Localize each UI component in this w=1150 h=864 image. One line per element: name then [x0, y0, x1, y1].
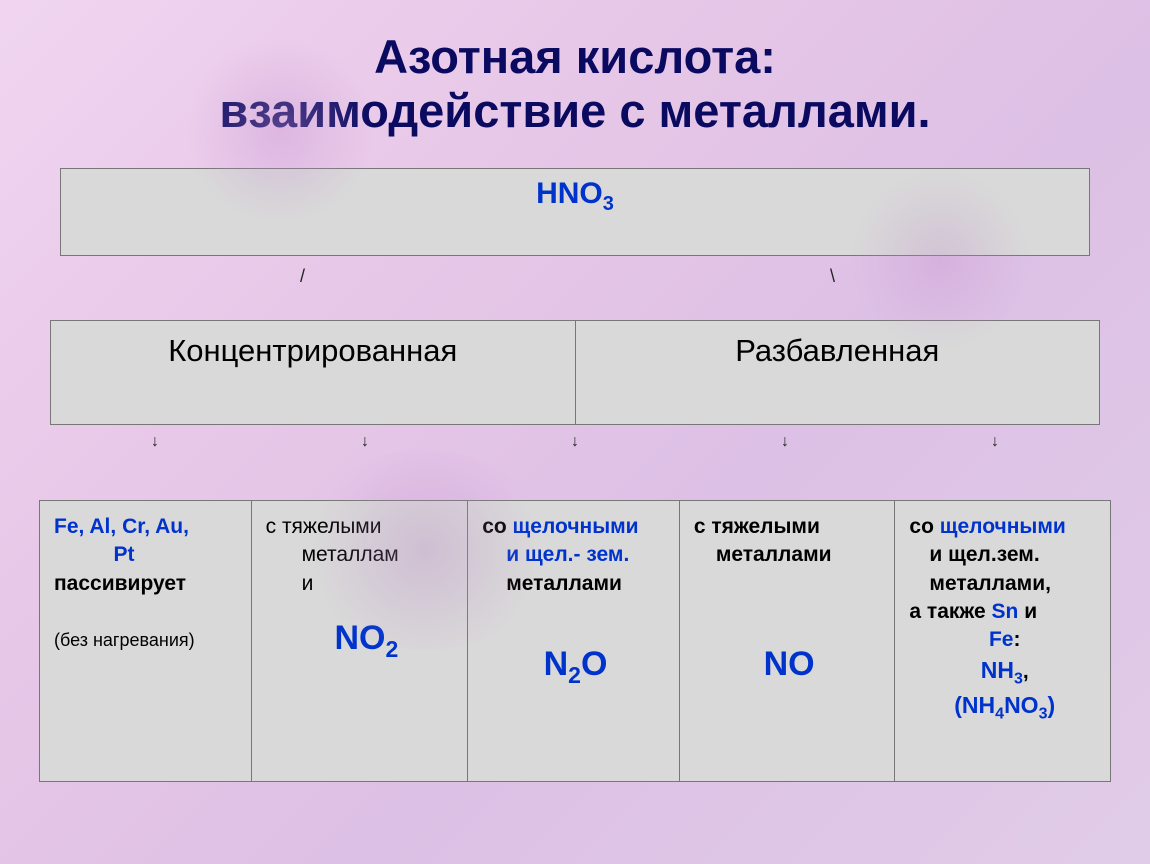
c5-fe-row: Fe: [909, 626, 1100, 654]
formula-text: HNO [536, 177, 603, 210]
bg-decoration [850, 170, 1030, 350]
c5-l4c: и [1018, 600, 1037, 623]
c4-product: NO [694, 642, 885, 688]
passivate-metals-1: Fe, Al, Cr, Au, [54, 515, 189, 538]
p-sub: 2 [568, 662, 581, 688]
arrow-down-icon: ↓ [680, 433, 890, 455]
passivate-metals-2: Pt [54, 541, 194, 569]
concentrated-cell: Концентрированная [51, 321, 576, 424]
bg-decoration [300, 450, 550, 650]
c5-l1b: щелочными [940, 515, 1066, 538]
bg-decoration [180, 40, 380, 220]
arrow-down-icon: ↓ [890, 433, 1100, 455]
passivate-action: пассивирует [54, 572, 186, 595]
c5-fe: Fe [989, 628, 1014, 651]
branch-connectors: / \ [60, 266, 1090, 290]
c5-p1-row: NH3, [909, 655, 1100, 690]
title-line-1: Азотная кислота: [374, 30, 776, 83]
p2a: (NH [954, 692, 995, 718]
page-title: Азотная кислота: взаимодействие с металл… [0, 0, 1150, 138]
connector-right: \ [830, 266, 835, 287]
c5-sn: Sn [992, 600, 1019, 623]
arrow-down-icon: ↓ [50, 433, 260, 455]
p2c: ) [1047, 692, 1055, 718]
cell-heavy-dilute: с тяжелыми металлами NO [680, 501, 896, 781]
p1sub: 3 [1014, 670, 1023, 687]
p-a: N [544, 645, 569, 683]
c5-l2: и щел.зем. [909, 543, 1039, 566]
c4-l2: металлами [694, 543, 832, 566]
c5-p2-row: (NH4NO3) [909, 690, 1100, 725]
cell-alkaline-dilute: со щелочными и щел.зем. металлами, а так… [895, 501, 1110, 781]
arrow-down-icon: ↓ [470, 433, 680, 455]
p2s1: 4 [995, 706, 1004, 723]
passivate-note: (без нагревания) [54, 630, 195, 650]
cell-passivates: Fe, Al, Cr, Au, Pt пассивирует (без нагр… [40, 501, 252, 781]
c5-colon: : [1013, 628, 1020, 651]
c5-p1: NH3 [981, 657, 1023, 683]
p1a: NH [981, 657, 1014, 683]
c3-product: N2O [482, 642, 669, 691]
connector-left: / [300, 266, 305, 287]
diluted-cell: Разбавленная [576, 321, 1100, 424]
c4-l1: с тяжелыми [694, 515, 820, 538]
p-b: O [581, 645, 607, 683]
arrows-row: ↓ ↓ ↓ ↓ ↓ [50, 433, 1100, 455]
c5-l4a: а также [909, 600, 991, 623]
formula-sub: 3 [603, 193, 614, 215]
p2b: NO [1004, 692, 1039, 718]
root-formula: HNO3 [536, 177, 614, 210]
products-row: Fe, Al, Cr, Au, Pt пассивирует (без нагр… [39, 500, 1111, 782]
c5-l3: металлами, [909, 572, 1051, 595]
c5-comma: , [1023, 660, 1029, 683]
c5-l1a: со [909, 515, 939, 538]
